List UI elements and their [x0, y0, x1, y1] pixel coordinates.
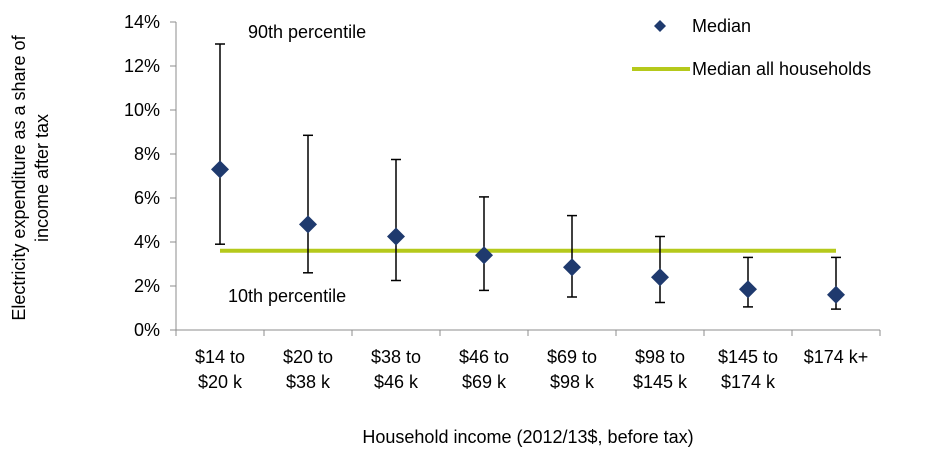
y-axis-title: Electricity expenditure as a share of in… — [9, 34, 52, 320]
y-tick-label: 4% — [134, 232, 160, 252]
annotations: 90th percentile 10th percentile — [228, 22, 366, 306]
legend-median-marker — [654, 20, 666, 32]
x-tick-label: $98 to — [635, 347, 685, 367]
y-tick-label: 2% — [134, 276, 160, 296]
legend-item-median-all-households: Median all households — [632, 59, 871, 79]
median-series — [211, 160, 845, 304]
x-tick-label: $174 k+ — [804, 347, 869, 367]
median-marker — [827, 285, 845, 304]
x-tick-label: $145 to — [718, 347, 778, 367]
x-axis-title: Household income (2012/13$, before tax) — [362, 427, 693, 447]
annotation-90th-percentile: 90th percentile — [248, 22, 366, 42]
median-marker — [475, 246, 493, 265]
x-tick-label: $46 k — [374, 372, 419, 392]
x-tick-label: $38 to — [371, 347, 421, 367]
y-tick-label: 10% — [124, 100, 160, 120]
x-tick-label: $20 k — [198, 372, 243, 392]
x-tick-label: $174 k — [721, 372, 776, 392]
y-tick-label: 0% — [134, 320, 160, 340]
x-tick-label: $14 to — [195, 347, 245, 367]
annotation-10th-percentile: 10th percentile — [228, 286, 346, 306]
legend-median-label: Median — [692, 16, 751, 36]
x-tick-label: $69 k — [462, 372, 507, 392]
median-marker — [563, 258, 581, 277]
legend: Median Median all households — [632, 16, 871, 79]
median-marker — [739, 280, 757, 299]
y-tick-label: 12% — [124, 56, 160, 76]
x-tick-label: $38 k — [286, 372, 331, 392]
legend-median-all-households-label: Median all households — [692, 59, 871, 79]
median-marker — [211, 160, 229, 179]
y-axis-title-line-1: Electricity expenditure as a share of — [9, 34, 29, 320]
x-tick-label: $20 to — [283, 347, 333, 367]
y-tick-label: 6% — [134, 188, 160, 208]
y-axis-ticks: 0% 2% 4% 6% 8% 10% 12% 14% — [124, 12, 176, 340]
y-tick-label: 8% — [134, 144, 160, 164]
x-tick-label: $69 to — [547, 347, 597, 367]
y-axis-title-line-2: income after tax — [32, 114, 52, 242]
legend-item-median: Median — [654, 16, 751, 36]
median-marker — [387, 227, 405, 246]
x-tick-label: $46 to — [459, 347, 509, 367]
x-tick-label: $98 k — [550, 372, 595, 392]
x-tick-label: $145 k — [633, 372, 688, 392]
x-axis-ticks: $14 to $20 k $20 to $38 k $38 to $46 k $46 to $… — [175, 330, 881, 392]
y-tick-label: 14% — [124, 12, 160, 32]
percentile-range-series — [215, 43, 841, 310]
median-marker — [651, 268, 669, 287]
median-marker — [299, 215, 317, 234]
